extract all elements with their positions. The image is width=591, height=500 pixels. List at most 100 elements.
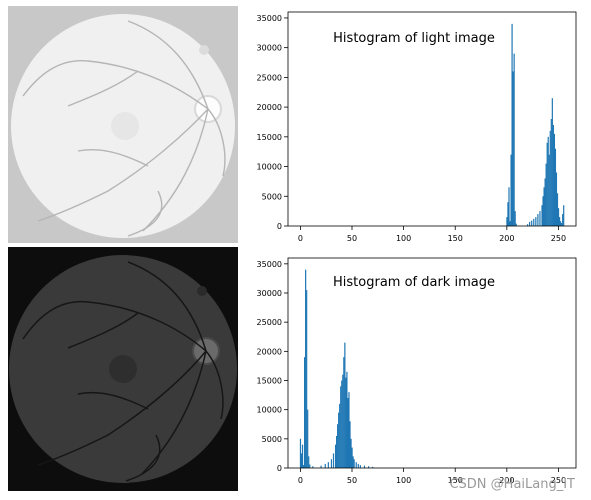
light-ytick-label-30000: 30000 — [257, 44, 282, 53]
dark-bar-42 — [343, 357, 345, 468]
light-bar-200 — [506, 217, 508, 226]
dark-bar-35 — [336, 435, 338, 468]
dark-bar-38 — [339, 403, 341, 468]
dark-xtick-label-100: 100 — [396, 476, 411, 485]
dark-bar-46 — [347, 398, 349, 468]
dark-bar-56 — [357, 463, 359, 468]
light-ytick-label-20000: 20000 — [257, 103, 282, 112]
light-fundus-graphic — [8, 6, 238, 243]
light-vessels — [22, 20, 226, 237]
light-xtick-label-0: 0 — [298, 234, 303, 243]
light-bar-222 — [529, 221, 531, 226]
light-histogram-svg: Histogram of light image 0 50 100 150 200 250… — [257, 11, 577, 243]
light-bar-220 — [526, 224, 529, 226]
dark-ytick-label-35000: 35000 — [257, 260, 282, 269]
light-bar-203 — [509, 221, 511, 226]
dark-bar-12 — [312, 466, 314, 468]
dark-bar-39 — [340, 386, 342, 468]
light-bar-204 — [510, 154, 512, 226]
dark-xtick-label-50: 50 — [347, 476, 357, 485]
light-bar-201 — [507, 202, 509, 226]
dark-bar-9 — [309, 464, 311, 468]
dark-bar-0 — [299, 438, 302, 468]
light-ytick-label-15000: 15000 — [257, 133, 282, 142]
light-xtick-label-150: 150 — [448, 234, 463, 243]
light-ytick-label-25000: 25000 — [257, 73, 282, 82]
light-bar-255 — [563, 205, 565, 226]
dark-bar-40 — [341, 380, 343, 468]
dark-ytick-label-0: 0 — [277, 464, 282, 473]
dark-bar-24 — [324, 463, 326, 468]
dark-fundus-image — [8, 247, 238, 491]
dark-ytick-label-20000: 20000 — [257, 347, 282, 356]
dark-histogram-svg: Histogram of dark image 0 50 100 150 200 2500… — [257, 257, 577, 485]
dark-bar-50 — [351, 447, 353, 468]
dark-bar-41 — [342, 374, 344, 468]
light-xtick-label-250: 250 — [551, 234, 566, 243]
dark-bar-34 — [334, 444, 337, 468]
light-ytick-label-5000: 5000 — [262, 192, 282, 201]
light-bar-252 — [560, 221, 562, 226]
light-edge-notch — [199, 45, 209, 55]
light-bar-236 — [543, 187, 545, 226]
dark-bar-7 — [307, 409, 309, 468]
light-bar-237 — [544, 178, 546, 226]
dark-bar-3 — [302, 465, 305, 468]
light-bar-207 — [513, 53, 515, 226]
dark-bar-47 — [348, 392, 350, 468]
watermark-text: CSDN @HaiLang_IT — [449, 477, 575, 492]
dark-bar-43 — [344, 342, 346, 468]
dark-bar-70 — [372, 466, 374, 468]
light-bar-209 — [515, 223, 517, 226]
light-xtick-label-200: 200 — [499, 234, 514, 243]
dark-bar-30 — [330, 459, 333, 468]
dark-histogram-chart: Histogram of dark image 0 50 100 150 200 250 0… — [244, 252, 584, 492]
dark-ytick-label-25000: 25000 — [257, 318, 282, 327]
light-bar-228 — [535, 217, 537, 226]
dark-ytick-label-30000: 30000 — [257, 289, 282, 298]
light-bar-250 — [557, 208, 560, 226]
dark-vessels — [22, 261, 224, 482]
light-bar-253 — [561, 223, 563, 226]
light-bar-242 — [549, 130, 551, 226]
dark-bar-52 — [353, 459, 355, 468]
light-bar-240 — [547, 136, 549, 226]
light-histogram-chart: Histogram of light image 0 50 100 150 200 250… — [244, 4, 584, 250]
light-bar-224 — [531, 220, 533, 226]
dark-xtick-label-150: 150 — [448, 476, 463, 485]
light-bar-234 — [541, 205, 543, 226]
light-xtick-label-50: 50 — [347, 234, 357, 243]
light-macula — [111, 112, 139, 140]
dark-bar-54 — [355, 462, 357, 468]
light-bar-205 — [511, 23, 513, 227]
dark-bar-58 — [359, 465, 361, 468]
dark-bar-27 — [327, 462, 329, 468]
dark-bar-37 — [338, 412, 340, 468]
light-bar-206 — [512, 71, 514, 226]
light-bar-245 — [552, 124, 554, 226]
dark-ytick-label-5000: 5000 — [262, 435, 282, 444]
dark-xtick-label-0: 0 — [298, 476, 303, 485]
dark-edge-notch — [197, 286, 207, 296]
light-bar-246 — [553, 133, 556, 226]
light-bar-247 — [554, 148, 557, 226]
light-bar-249 — [556, 193, 559, 226]
light-bar-241 — [548, 154, 550, 226]
dark-bar-36 — [337, 424, 339, 468]
dark-xtick-label-250: 250 — [551, 476, 566, 485]
light-bar-235 — [542, 196, 544, 226]
light-bar-243 — [550, 119, 552, 226]
dark-xtick-label-200: 200 — [499, 476, 514, 485]
dark-bar-4 — [304, 357, 306, 468]
dark-fundus-graphic — [8, 247, 238, 491]
dark-bar-32 — [332, 453, 335, 468]
dark-bar-48 — [349, 421, 351, 468]
light-bar-248 — [555, 172, 558, 226]
dark-bar-49 — [350, 438, 352, 468]
light-bar-244 — [551, 98, 553, 226]
light-ytick-label-0: 0 — [277, 222, 282, 231]
light-bar-238 — [545, 163, 547, 226]
light-bar-254 — [562, 214, 564, 226]
light-xtick-label-100: 100 — [396, 234, 411, 243]
dark-bar-20 — [320, 465, 322, 468]
